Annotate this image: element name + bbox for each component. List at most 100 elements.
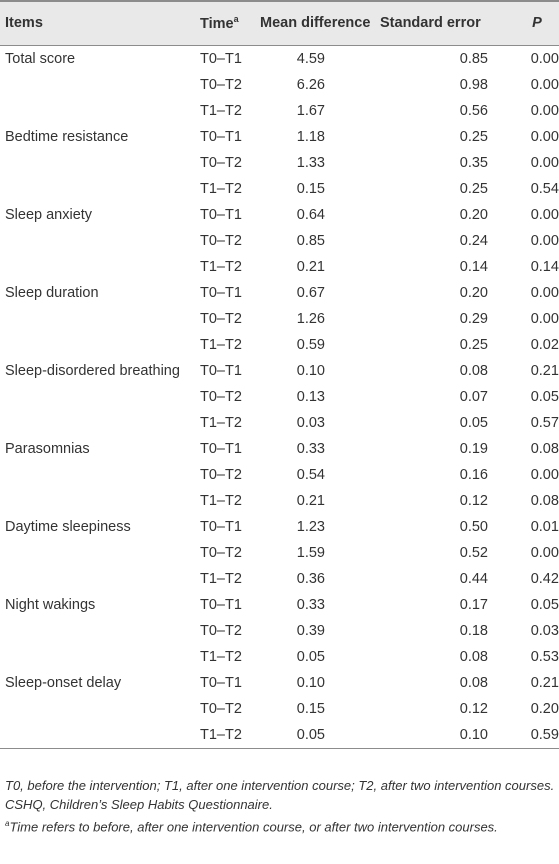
mean-difference-cell: 0.05 [296, 726, 325, 743]
item-name-cell [0, 228, 200, 254]
standard-error-cell: 0.25 [459, 180, 488, 197]
p-value-cell: 0.205 [530, 700, 559, 717]
standard-error-cell: 0.20 [459, 206, 488, 223]
p-value-cell: 0.005 [530, 102, 559, 119]
standard-error-cell: 0.85 [459, 50, 488, 67]
item-name-cell [0, 254, 200, 280]
p-value-cell: 0.021 [530, 336, 559, 353]
mean-difference-cell: 0.85 [296, 232, 325, 249]
table-row: Bedtime resistance T0–T1 1.18 0.25 0.000 [0, 124, 559, 150]
table-row: T0–T2 1.33 0.35 0.001 [0, 150, 559, 176]
table-row: T1–T2 0.59 0.25 0.021 [0, 332, 559, 358]
p-value-cell: 0.034 [530, 622, 559, 639]
standard-error-cell: 0.14 [459, 258, 488, 275]
p-value-cell: 0.210 [530, 674, 559, 691]
time-cell: T1–T2 [200, 258, 242, 275]
table-row: Daytime sleepiness T0–T1 1.23 0.50 0.019 [0, 514, 559, 540]
time-cell: T0–T2 [200, 466, 242, 483]
mean-difference-cell: 0.64 [296, 206, 325, 223]
table-row: T1–T2 0.03 0.05 0.570 [0, 410, 559, 436]
table-row: T0–T2 0.85 0.24 0.001 [0, 228, 559, 254]
header-mean-difference: Mean difference [260, 15, 371, 32]
mean-difference-cell: 6.26 [296, 76, 325, 93]
standard-error-cell: 0.52 [459, 544, 488, 561]
time-cell: T1–T2 [200, 336, 242, 353]
standard-error-cell: 0.07 [459, 388, 488, 405]
header-standard-error: Standard error [380, 15, 481, 32]
time-cell: T0–T1 [200, 362, 242, 379]
table-row: T0–T2 0.13 0.07 0.058 [0, 384, 559, 410]
mean-difference-cell: 0.10 [296, 674, 325, 691]
time-cell: T0–T1 [200, 596, 242, 613]
mean-difference-cell: 0.39 [296, 622, 325, 639]
mean-difference-cell: 4.59 [296, 50, 325, 67]
p-value-cell: 0.085 [530, 440, 559, 457]
standard-error-cell: 0.56 [459, 102, 488, 119]
p-value-cell: 0.599 [530, 726, 559, 743]
footnote-mark: a [5, 819, 10, 828]
standard-error-cell: 0.20 [459, 284, 488, 301]
mean-difference-cell: 0.15 [296, 700, 325, 717]
time-cell: T0–T2 [200, 76, 242, 93]
p-value-cell: 0.570 [530, 414, 559, 431]
item-name-cell [0, 150, 200, 176]
table-row: T0–T2 0.15 0.12 0.205 [0, 696, 559, 722]
time-cell: T1–T2 [200, 570, 242, 587]
time-cell: T1–T2 [200, 180, 242, 197]
mean-difference-cell: 1.33 [296, 154, 325, 171]
time-cell: T0–T1 [200, 518, 242, 535]
footnote-text: Time refers to before, after one interve… [9, 819, 498, 835]
mean-difference-cell: 0.03 [296, 414, 325, 431]
header-time-footnote-mark: a [233, 14, 239, 25]
table-header: Items Timea Mean difference Standard err… [0, 1, 559, 45]
mean-difference-cell: 0.05 [296, 648, 325, 665]
p-value-cell: 0.001 [530, 232, 559, 249]
p-value-cell: 0.000 [530, 50, 559, 67]
time-cell: T0–T2 [200, 622, 242, 639]
table-row: Sleep-onset delay T0–T1 0.10 0.08 0.210 [0, 670, 559, 696]
item-name-cell [0, 332, 200, 358]
table-row: T1–T2 0.36 0.44 0.421 [0, 566, 559, 592]
standard-error-cell: 0.44 [459, 570, 488, 587]
header-time: Timea [200, 14, 239, 33]
p-value-cell: 0.004 [530, 544, 559, 561]
table-row: Total score T0–T1 4.59 0.85 0.000 [0, 45, 559, 72]
mean-difference-cell: 0.59 [296, 336, 325, 353]
p-value-cell: 0.000 [530, 128, 559, 145]
item-name-cell [0, 384, 200, 410]
item-name-cell: Parasomnias [5, 440, 90, 457]
header-p-value: P [532, 15, 542, 32]
item-name-cell [0, 644, 200, 670]
standard-error-cell: 0.17 [459, 596, 488, 613]
mean-difference-cell: 0.67 [296, 284, 325, 301]
p-value-cell: 0.002 [530, 466, 559, 483]
results-table: Items Timea Mean difference Standard err… [0, 1, 559, 748]
table-row: T1–T2 0.21 0.14 0.146 [0, 254, 559, 280]
standard-error-cell: 0.29 [459, 310, 488, 327]
time-cell: T0–T2 [200, 388, 242, 405]
p-value-cell: 0.057 [530, 596, 559, 613]
table-row: T0–T2 1.26 0.29 0.000 [0, 306, 559, 332]
item-name-cell [0, 98, 200, 124]
table-row: Night wakings T0–T1 0.33 0.17 0.057 [0, 592, 559, 618]
standard-error-cell: 0.08 [459, 362, 488, 379]
mean-difference-cell: 1.59 [296, 544, 325, 561]
table-row: T1–T2 0.05 0.10 0.599 [0, 722, 559, 748]
table-row: T1–T2 0.21 0.12 0.088 [0, 488, 559, 514]
item-name-cell [0, 176, 200, 202]
item-name-cell [0, 306, 200, 332]
mean-difference-cell: 1.67 [296, 102, 325, 119]
item-name-cell [0, 410, 200, 436]
time-cell: T0–T2 [200, 154, 242, 171]
item-name-cell [0, 462, 200, 488]
time-cell: T0–T1 [200, 50, 242, 67]
item-name-cell: Daytime sleepiness [5, 518, 131, 535]
time-cell: T0–T2 [200, 700, 242, 717]
p-value-cell: 0.534 [530, 648, 559, 665]
results-table-container: Items Timea Mean difference Standard err… [0, 1, 559, 748]
table-row: T1–T2 0.05 0.08 0.534 [0, 644, 559, 670]
time-cell: T0–T1 [200, 674, 242, 691]
table-row: T0–T2 0.39 0.18 0.034 [0, 618, 559, 644]
standard-error-cell: 0.19 [459, 440, 488, 457]
note-definitions: T0, before the intervention; T1, after o… [5, 778, 555, 793]
